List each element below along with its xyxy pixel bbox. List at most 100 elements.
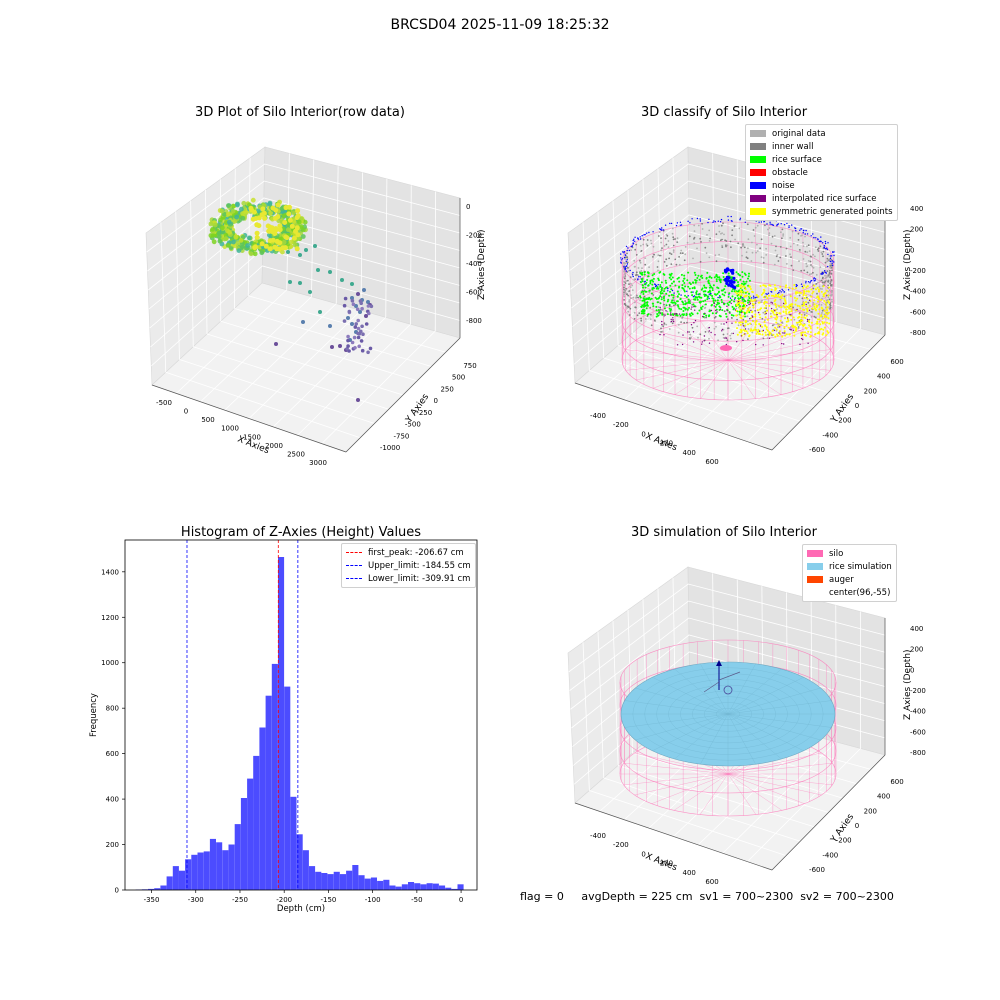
classify-symmetric-point xyxy=(793,296,796,299)
classify-rice-point xyxy=(657,309,660,311)
classify-interp-point xyxy=(759,325,762,327)
simulation-silo-spoke xyxy=(727,752,822,775)
classify-noise-point xyxy=(708,218,710,220)
classify-silo-spoke xyxy=(652,331,729,361)
simulation-xtick: 0 xyxy=(641,850,645,858)
classify-wall-point xyxy=(713,321,716,324)
classify-wall-point xyxy=(798,294,801,297)
raw-point xyxy=(210,226,216,232)
classify-noise-point xyxy=(788,226,790,229)
classify-symmetric-point xyxy=(779,333,781,335)
classify-rice-point xyxy=(724,291,727,294)
classify-wall-point xyxy=(745,256,748,259)
classify-rice-point xyxy=(715,303,718,306)
classify-interp-point xyxy=(665,310,667,312)
raw-point xyxy=(350,340,355,345)
classify-rice-point xyxy=(704,303,707,306)
classify-wall-point xyxy=(689,333,692,336)
classify-wall-point xyxy=(747,238,750,241)
classify-symmetric-point xyxy=(735,314,738,317)
classify-wall-point xyxy=(829,267,832,269)
classify-noise-point xyxy=(795,230,797,232)
raw-point xyxy=(352,335,357,340)
raw-point xyxy=(360,348,365,353)
classify-wall-point xyxy=(793,318,796,321)
classify-noise-point xyxy=(778,292,780,294)
classify-rice-point xyxy=(712,299,715,302)
classify-rice-point xyxy=(706,295,709,298)
classify-wall-point xyxy=(817,281,819,284)
classify-wall-point xyxy=(668,328,671,330)
simulation-silo-spoke xyxy=(634,752,729,775)
classify-symmetric-point xyxy=(769,284,772,287)
simulation-xtick: 600 xyxy=(705,878,718,886)
raw-point xyxy=(289,223,295,229)
classify-interp-point xyxy=(710,331,712,334)
classify-rice-point xyxy=(706,298,709,301)
raw-point xyxy=(256,215,262,221)
classify-wall-point xyxy=(628,306,630,309)
classify-rice-point xyxy=(688,306,690,309)
classify-symmetric-point xyxy=(778,296,781,299)
histogram-ytick-label: 400 xyxy=(106,796,119,804)
classify-interp-point xyxy=(714,334,716,336)
classify-rice-point xyxy=(659,292,662,295)
classify-wall-point xyxy=(662,313,665,316)
classify-interp-point xyxy=(694,319,697,322)
classify-noise-point xyxy=(673,292,675,294)
classify-symmetric-point xyxy=(757,295,760,298)
classify-wall-point xyxy=(631,289,634,291)
classify-symmetric-point xyxy=(794,303,797,306)
raw-point xyxy=(226,211,231,217)
classify-wall-point xyxy=(762,257,765,259)
classify-symmetric-point xyxy=(785,284,788,287)
classify-symmetric-point xyxy=(749,295,752,298)
classify-noise-point xyxy=(709,292,711,295)
raw-grid xyxy=(146,163,461,253)
classify-wall-point xyxy=(630,249,633,252)
classify-wall-point xyxy=(657,260,660,263)
classify-noise-point xyxy=(730,215,732,218)
classify-noise-point xyxy=(689,222,691,224)
classify-wall-point xyxy=(756,243,758,246)
histogram-bar xyxy=(395,886,402,890)
classify-rice-point xyxy=(696,312,699,315)
classify-wall-point xyxy=(819,266,822,269)
raw-point xyxy=(233,234,239,240)
classify-noise-point xyxy=(810,279,813,282)
classify-rice-point xyxy=(718,290,720,293)
classify-rice-point xyxy=(642,290,645,293)
classify-rice-point xyxy=(715,280,718,283)
classify-wall-point xyxy=(642,238,645,241)
classify-rice-point xyxy=(657,314,660,317)
classify-wall-point xyxy=(825,306,827,309)
raw-point xyxy=(350,296,354,300)
classify-symmetric-point xyxy=(825,316,828,319)
classify-wall-point xyxy=(819,287,822,290)
classify-wall-point xyxy=(751,331,754,334)
classify-symmetric-point xyxy=(790,318,793,321)
classify-wall-point xyxy=(807,301,810,304)
rice-simulation-mesh xyxy=(727,668,782,715)
raw-point xyxy=(343,296,348,301)
classify-symmetric-point xyxy=(823,321,826,324)
classify-wall-point xyxy=(715,233,718,236)
classify-rice-point xyxy=(737,290,739,293)
raw-grid xyxy=(248,295,446,353)
legend-entry: auger xyxy=(807,573,892,586)
classify-wall-point xyxy=(766,337,769,339)
classify-interp-point xyxy=(719,308,722,311)
classify-interp-point xyxy=(694,309,696,311)
classify-interp-point xyxy=(681,343,684,346)
classify-noise-point xyxy=(634,240,636,242)
classify-wall-point xyxy=(640,270,643,272)
classify-rice-point xyxy=(642,308,644,311)
classify-wall-point xyxy=(627,294,630,297)
histogram-ytick-label: 1400 xyxy=(101,568,119,576)
classify-rice-point xyxy=(737,283,740,286)
classify-symmetric-point xyxy=(748,306,751,309)
classify-symmetric-point xyxy=(765,301,768,304)
classify-wall-point xyxy=(825,279,828,282)
classify-wall-point xyxy=(725,245,727,248)
classify-rice-point xyxy=(714,299,717,302)
